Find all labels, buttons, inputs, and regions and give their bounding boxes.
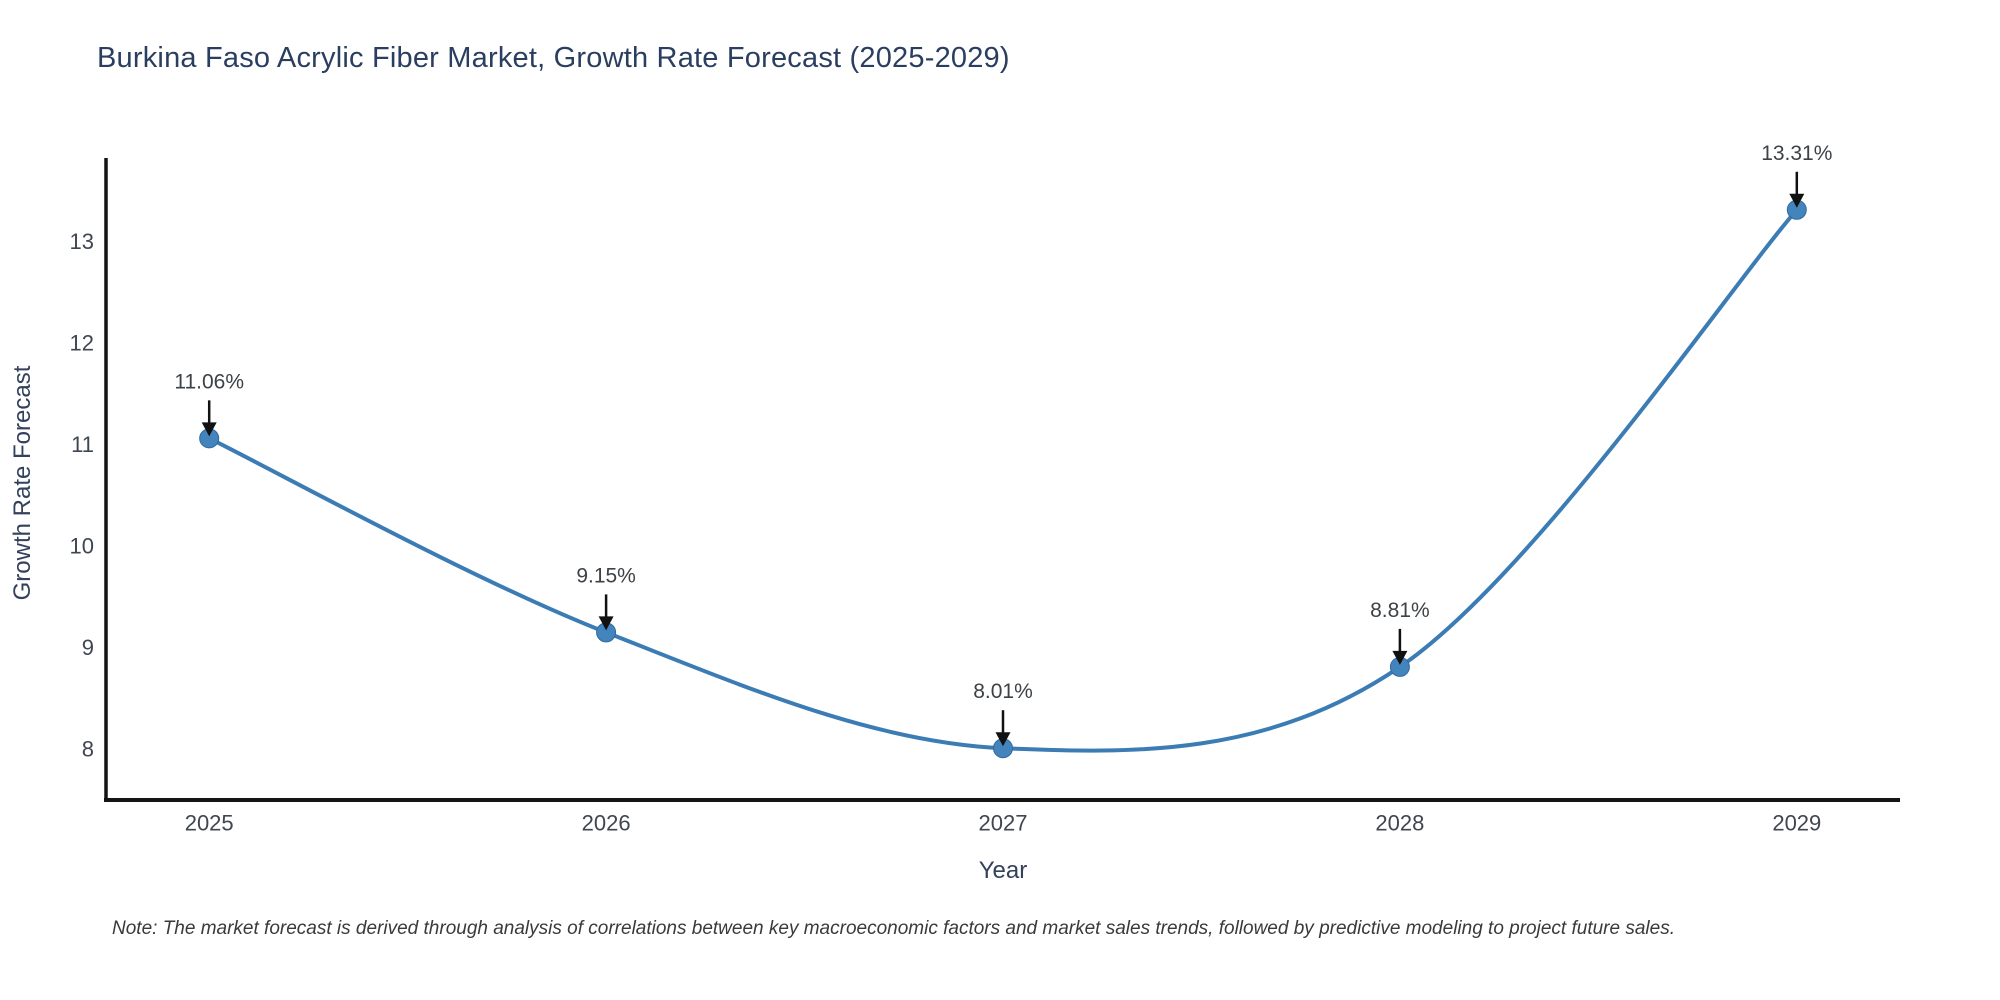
data-point-label: 11.06% xyxy=(174,370,244,393)
annotation-arrowhead xyxy=(201,422,217,437)
x-axis-title: Year xyxy=(979,857,1028,884)
x-tick-label: 2027 xyxy=(979,811,1028,836)
x-tick-label: 2028 xyxy=(1375,811,1424,836)
annotation-arrowhead xyxy=(995,732,1011,747)
data-point-label: 8.01% xyxy=(973,680,1033,703)
chart-title: Burkina Faso Acrylic Fiber Market, Growt… xyxy=(97,42,1010,74)
y-axis-title: Growth Rate Forecast xyxy=(9,365,36,600)
data-point-label: 9.15% xyxy=(576,564,636,587)
annotation-arrowhead xyxy=(1789,193,1805,208)
y-tick-label: 9 xyxy=(82,635,94,660)
footnote: Note: The market forecast is derived thr… xyxy=(112,918,1675,939)
x-tick-label: 2025 xyxy=(185,811,234,836)
y-tick-label: 8 xyxy=(82,737,94,762)
x-tick-label: 2026 xyxy=(582,811,631,836)
annotation-arrowhead xyxy=(598,616,614,631)
forecast-line xyxy=(207,207,1799,753)
x-tick-label: 2029 xyxy=(1772,811,1821,836)
y-tick-label: 12 xyxy=(70,330,94,355)
y-tick-label: 11 xyxy=(71,432,94,457)
data-point-label: 8.81% xyxy=(1370,599,1430,622)
annotation-arrowhead xyxy=(1392,650,1408,665)
y-tick-label: 13 xyxy=(70,229,94,254)
y-tick-label: 10 xyxy=(70,534,94,559)
data-point-label: 13.31% xyxy=(1761,142,1832,165)
